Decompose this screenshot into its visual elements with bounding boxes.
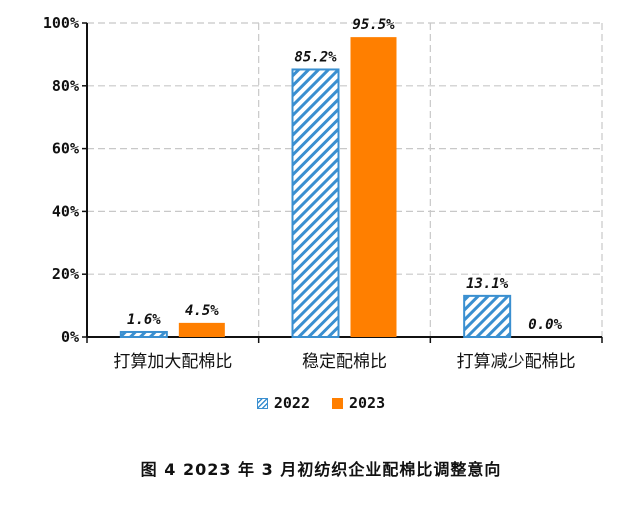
x-category-label: 稳定配棉比 (302, 352, 387, 372)
bar-2022-0 (119, 330, 168, 339)
y-tick-label: 100% (43, 14, 79, 32)
bar-2022-1 (291, 68, 340, 339)
y-tick-label: 80% (52, 77, 79, 95)
y-tick-label: 0% (61, 328, 79, 346)
legend: 2022 2023 (0, 394, 642, 412)
y-tick-label: 60% (52, 140, 79, 158)
bars (119, 37, 512, 339)
legend-label-2022: 2022 (273, 394, 310, 412)
legend-label-2023: 2023 (349, 394, 386, 412)
data-label-2022-1: 85.2% (294, 49, 337, 65)
bar-2023-1 (350, 37, 397, 337)
figure-caption: 图 4 2023 年 3 月初纺织企业配棉比调整意向 (140, 460, 502, 479)
legend-swatch-2023 (332, 397, 343, 409)
data-label-2022-0: 1.6% (127, 312, 161, 328)
legend-item-2022[interactable]: 2022 (256, 394, 310, 412)
data-label-2023-0: 4.5% (185, 303, 219, 319)
x-category-label: 打算减少配棉比 (457, 352, 576, 372)
bar-2022-2 (463, 294, 512, 338)
data-label-2022-2: 13.1% (466, 276, 509, 292)
y-tick-label: 20% (52, 265, 79, 283)
gridlines (87, 22, 603, 337)
data-label-2023-2: 0.0% (528, 317, 562, 333)
x-category-label: 打算加大配棉比 (113, 352, 232, 372)
bar-2023-0 (178, 322, 225, 337)
y-tick-label: 40% (52, 202, 79, 220)
data-labels: 1.6% 85.2% 13.1% 4.5% 95.5% 0.0% (127, 17, 563, 333)
legend-swatch-2022 (256, 397, 268, 409)
data-label-2023-1: 95.5% (352, 17, 395, 33)
bar-chart: 0% 20% 40% 60% 80% 100% 打算加大配棉比 稳定配棉比 打算减少配棉比 1.… (43, 14, 603, 372)
axes: 0% 20% 40% 60% 80% 100% 打算加大配棉比 稳定配棉比 打算减少配棉比 (43, 14, 603, 372)
legend-item-2023[interactable]: 2023 (332, 394, 385, 412)
